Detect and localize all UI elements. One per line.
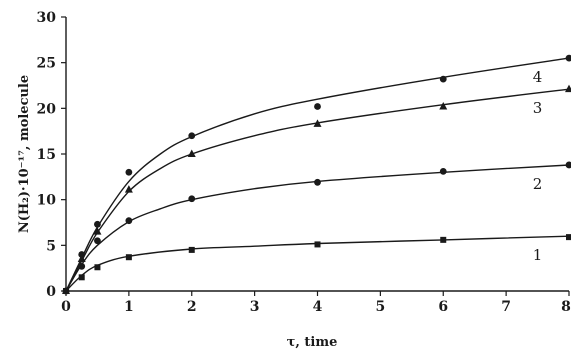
fit-curves [65, 57, 570, 292]
x-tick-label: 8 [561, 299, 571, 315]
data-point-circle [314, 103, 321, 110]
data-point-triangle [77, 254, 86, 263]
y-tick-label: 0 [46, 284, 56, 300]
x-tick-label: 2 [187, 299, 197, 315]
curve-labels: 1 2 3 4 [533, 68, 543, 264]
data-point-circle [439, 75, 447, 83]
data-point-triangle [124, 185, 133, 193]
x-tick-label: 7 [501, 299, 511, 315]
data-markers [62, 54, 571, 295]
data-point-triangle [187, 149, 196, 157]
y-tick-label: 25 [37, 56, 56, 72]
x-axis-label: τ, time [287, 335, 338, 350]
data-point-triangle [439, 102, 448, 110]
plot-area: 0 1 2 3 4 5 6 7 8 0 5 10 15 20 25 30 1 2 3 4 [37, 10, 571, 315]
data-point-circle [94, 237, 101, 245]
x-tick-label: 3 [250, 299, 260, 315]
y-tick-label: 30 [37, 10, 57, 26]
data-point-circle [188, 132, 196, 140]
data-point-circle [62, 287, 70, 295]
data-point-circle [78, 251, 86, 258]
x-tick-label: 1 [124, 299, 134, 315]
data-point-circle [94, 220, 101, 228]
axis-ticks: 0 1 2 3 4 5 6 7 8 0 5 10 15 20 25 30 [37, 10, 571, 315]
curve-label: 4 [533, 68, 543, 86]
x-tick-label: 0 [61, 299, 71, 315]
data-point-circle [314, 178, 321, 186]
fit-curve-4 [65, 57, 570, 292]
data-point-triangle [565, 84, 571, 93]
y-tick-label: 10 [37, 193, 57, 209]
data-point-square [566, 234, 571, 241]
x-tick-label: 6 [438, 299, 448, 315]
data-point-circle [78, 262, 86, 270]
data-point-square [440, 236, 447, 243]
y-tick-label: 15 [37, 147, 56, 163]
data-point-triangle [313, 119, 322, 127]
data-point-triangle [93, 227, 102, 235]
data-point-square [125, 254, 132, 261]
data-point-square [188, 246, 195, 253]
data-point-circle [125, 168, 133, 176]
y-axis-label: N(H₂)·10⁻¹⁷, molecule [17, 75, 32, 233]
curve-label: 2 [533, 175, 543, 193]
y-tick-label: 20 [37, 101, 57, 117]
data-point-circle [565, 54, 571, 62]
curve-label: 1 [533, 246, 543, 264]
y-tick-label: 5 [46, 238, 56, 254]
data-point-circle [125, 217, 133, 225]
data-point-circle [188, 195, 196, 203]
data-point-square [314, 241, 321, 248]
data-point-square [78, 274, 85, 281]
curve-label: 3 [533, 99, 543, 117]
x-tick-label: 4 [313, 299, 323, 315]
data-point-circle [565, 161, 571, 169]
data-point-square [94, 264, 101, 271]
data-point-circle [439, 167, 447, 175]
x-tick-label: 5 [376, 299, 386, 315]
